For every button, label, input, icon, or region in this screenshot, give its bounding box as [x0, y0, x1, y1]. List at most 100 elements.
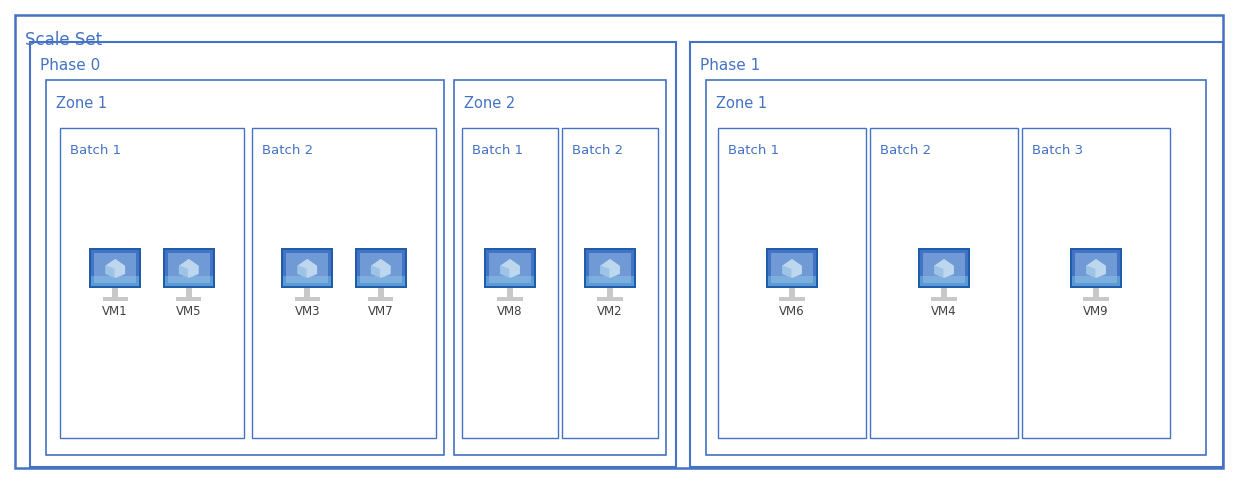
Polygon shape [782, 260, 801, 270]
Bar [359, 253, 402, 283]
Bar [584, 248, 636, 288]
Polygon shape [1087, 266, 1096, 277]
Text: Phase 1: Phase 1 [699, 58, 760, 73]
Polygon shape [500, 260, 519, 270]
Text: VM2: VM2 [597, 305, 623, 318]
Bar [920, 250, 968, 286]
Text: Batch 1: Batch 1 [472, 144, 524, 157]
Text: Batch 3: Batch 3 [1032, 144, 1083, 157]
Polygon shape [782, 266, 792, 277]
Polygon shape [1096, 266, 1106, 277]
Bar [718, 128, 867, 438]
Bar [598, 297, 623, 301]
Text: VM1: VM1 [103, 305, 128, 318]
Bar [462, 128, 558, 438]
Polygon shape [381, 266, 390, 277]
Bar [562, 128, 659, 438]
Bar [176, 297, 202, 301]
Polygon shape [180, 266, 189, 277]
Text: VM6: VM6 [779, 305, 805, 318]
Bar [368, 297, 394, 301]
Bar [167, 253, 210, 283]
Bar [1075, 253, 1117, 283]
Text: VM4: VM4 [931, 305, 957, 318]
Bar [506, 288, 513, 297]
Bar [357, 250, 405, 286]
Polygon shape [935, 260, 953, 270]
Bar [454, 80, 666, 455]
Bar [113, 288, 119, 297]
Bar [607, 288, 613, 297]
Bar [931, 297, 957, 301]
Text: VM7: VM7 [368, 305, 394, 318]
Text: Batch 2: Batch 2 [572, 144, 623, 157]
Bar [484, 248, 536, 288]
Bar [59, 128, 244, 438]
Bar [920, 276, 968, 286]
Bar [941, 288, 947, 297]
Bar [186, 288, 192, 297]
Text: Batch 2: Batch 2 [262, 144, 313, 157]
Text: Zone 1: Zone 1 [716, 96, 768, 111]
Text: Scale Set: Scale Set [25, 31, 102, 49]
Bar [357, 276, 405, 286]
Bar [30, 42, 676, 467]
Bar [485, 250, 535, 286]
Bar [89, 248, 141, 288]
Polygon shape [935, 266, 945, 277]
Bar [378, 288, 384, 297]
Polygon shape [792, 266, 801, 277]
Polygon shape [610, 266, 619, 277]
Bar [1023, 128, 1170, 438]
Bar [354, 248, 407, 288]
Polygon shape [600, 260, 619, 270]
Polygon shape [189, 266, 198, 277]
Bar [489, 253, 531, 283]
Polygon shape [510, 266, 519, 277]
Polygon shape [106, 266, 115, 277]
Polygon shape [180, 260, 198, 270]
Text: Batch 1: Batch 1 [71, 144, 121, 157]
Polygon shape [500, 266, 510, 277]
Bar [922, 253, 966, 283]
Text: Zone 2: Zone 2 [464, 96, 515, 111]
Bar [253, 128, 436, 438]
Bar [870, 128, 1018, 438]
Bar [789, 288, 795, 297]
Text: VM3: VM3 [295, 305, 319, 318]
Bar [498, 297, 522, 301]
Bar [103, 297, 128, 301]
Bar [690, 42, 1223, 467]
Bar [281, 248, 333, 288]
Bar [165, 276, 213, 286]
Bar [90, 276, 140, 286]
Polygon shape [371, 260, 390, 270]
Bar [165, 250, 213, 286]
Bar [706, 80, 1206, 455]
Bar [485, 276, 535, 286]
Text: VM9: VM9 [1083, 305, 1109, 318]
Bar [295, 297, 319, 301]
Bar [768, 250, 816, 286]
Text: VM5: VM5 [176, 305, 202, 318]
Bar [94, 253, 136, 283]
Polygon shape [600, 266, 610, 277]
Polygon shape [1087, 260, 1106, 270]
Text: Zone 1: Zone 1 [56, 96, 108, 111]
Bar [162, 248, 215, 288]
Bar [1072, 250, 1120, 286]
Bar [284, 250, 332, 286]
Bar [90, 250, 140, 286]
Polygon shape [298, 266, 307, 277]
Polygon shape [945, 266, 953, 277]
Polygon shape [115, 266, 125, 277]
Polygon shape [298, 260, 317, 270]
Bar [46, 80, 444, 455]
Bar [771, 253, 813, 283]
Bar [586, 250, 634, 286]
Bar [305, 288, 311, 297]
Bar [1093, 288, 1099, 297]
Bar [586, 276, 634, 286]
Text: Batch 2: Batch 2 [880, 144, 931, 157]
Bar [768, 276, 816, 286]
